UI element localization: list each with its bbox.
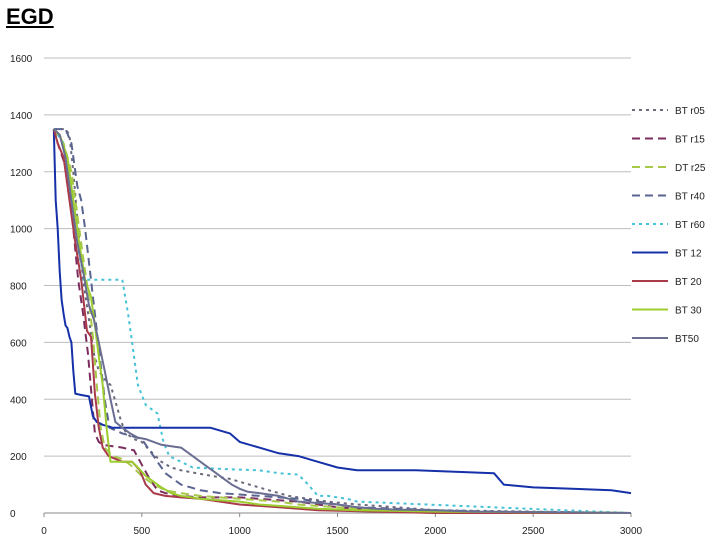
y-tick-label: 600 [10,338,27,349]
series-line-5 [52,128,632,514]
y-gridlines [44,57,631,457]
series-line-2 [52,128,631,514]
series-line-3 [52,128,632,514]
series-lines [52,128,632,514]
y-tick-label: 1200 [10,168,33,179]
y-tick-label: 1000 [10,225,33,236]
x-tick-label: 1000 [229,526,252,537]
y-tick-label: 1400 [10,111,33,122]
series-line-4 [53,128,632,514]
series-line-8 [53,128,632,514]
legend-label: BT r60 [675,220,705,231]
x-tick-label: 1500 [326,526,349,537]
x-axis-ticks: 0 500 1000 1500 2000 2500 3000 [41,513,643,537]
series-line-6 [52,129,632,495]
legend-label: BT50 [675,334,699,345]
legend: BT r05 BT r15 DT r25 BT r40 BT r60 BT 12 BT 20… [632,106,706,345]
y-tick-label: 800 [10,282,27,293]
x-tick-label: 500 [133,526,150,537]
legend-label: BT 12 [675,249,702,260]
y-tick-label: 200 [10,452,27,463]
y-tick-label: 400 [10,395,27,406]
x-tick-label: 3000 [620,526,643,537]
y-tick-label: 1600 [10,54,33,65]
series-line-1 [53,128,632,514]
x-tick-label: 2500 [522,526,545,537]
series-line-9 [53,128,632,514]
legend-label: BT 30 [675,306,702,317]
series-line-7 [52,128,631,514]
y-tick-label: 0 [10,509,16,520]
legend-label: BT 20 [675,277,702,288]
slide-title: EGD [6,4,54,29]
x-tick-label: 0 [41,526,47,537]
x-tick-label: 2000 [424,526,447,537]
y-axis-ticks: 0 200 400 600 800 1000 1200 1400 1600 [10,54,33,520]
legend-label: BT r40 [675,192,705,203]
legend-label: BT r05 [675,106,705,117]
legend-label: DT r25 [675,163,706,174]
legend-label: BT r15 [675,135,705,146]
